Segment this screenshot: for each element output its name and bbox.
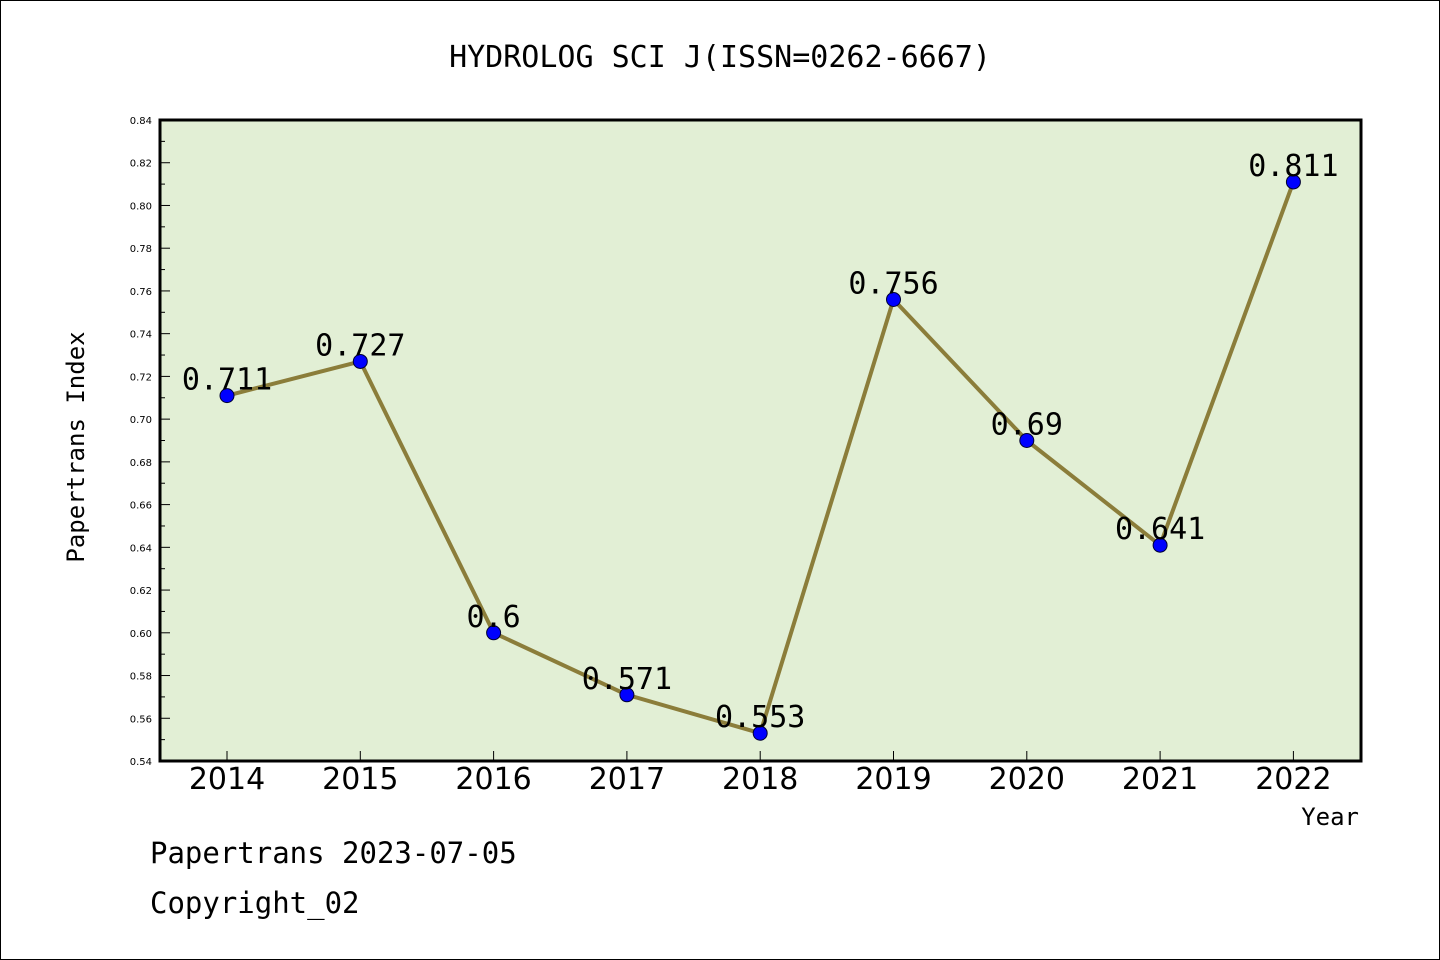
data-point	[1019, 433, 1035, 448]
x-tick-label: 2015	[322, 762, 398, 797]
data-label: 0.6	[467, 600, 521, 635]
y-tick-label: 0.58	[130, 672, 152, 683]
y-tick-label: 0.72	[130, 372, 152, 383]
data-label: 0.756	[848, 266, 938, 301]
x-axis-label: Year	[1301, 803, 1359, 831]
data-label: 0.711	[182, 363, 272, 398]
y-tick-label: 0.84	[130, 116, 152, 127]
data-label: 0.641	[1115, 512, 1205, 547]
data-label: 0.727	[315, 328, 405, 363]
y-tick-label: 0.56	[130, 714, 152, 725]
y-axis-label: Papertrans Index	[62, 331, 90, 562]
data-point	[1152, 537, 1168, 553]
x-tick-label: 2018	[722, 762, 798, 797]
y-tick-label: 0.74	[130, 330, 152, 341]
x-tick-label: 2016	[455, 762, 531, 797]
y-tick-label: 0.54	[130, 757, 152, 768]
data-label: 0.553	[715, 700, 805, 735]
x-tick-label: 2021	[1122, 762, 1198, 797]
data-labels: 0.711 0.727 0.6 0.571 0.553 0.756 0.69 0.641 0.8…	[182, 149, 1339, 735]
y-tick-label: 0.60	[130, 629, 152, 640]
x-axis: 2014 2015 2016 2017 2018 2019 2020 2021 2022	[189, 751, 1332, 797]
data-label: 0.69	[991, 408, 1063, 443]
chart-title: HYDROLOG SCI J(ISSN=0262-6667)	[449, 40, 991, 75]
data-point	[886, 291, 901, 307]
y-tick-label: 0.70	[130, 415, 152, 426]
data-point	[752, 725, 768, 741]
data-point	[219, 388, 235, 404]
footer-date: Papertrans 2023-07-05	[150, 836, 517, 870]
data-point	[1285, 174, 1301, 190]
footer-copyright: Copyright_02	[150, 886, 360, 920]
plot-area	[158, 118, 1363, 763]
y-tick-label: 0.62	[130, 586, 152, 597]
data-point	[486, 625, 502, 641]
data-label: 0.571	[582, 662, 672, 697]
series-line	[219, 174, 1301, 741]
y-tick-label: 0.68	[130, 458, 152, 469]
x-tick-label: 2017	[589, 762, 665, 797]
y-tick-label: 0.80	[130, 201, 152, 212]
y-tick-label: 0.78	[130, 244, 152, 255]
x-tick-label: 2022	[1255, 762, 1331, 797]
data-label: 0.811	[1248, 149, 1338, 184]
data-point	[352, 353, 368, 369]
y-tick-label: 0.66	[130, 501, 152, 512]
y-tick-label: 0.64	[130, 543, 152, 554]
x-tick-label: 2020	[989, 762, 1065, 797]
x-tick-label: 2019	[855, 762, 931, 797]
y-tick-label: 0.76	[130, 287, 152, 298]
y-tick-label: 0.82	[130, 159, 152, 170]
data-point	[619, 687, 635, 703]
x-tick-label: 2014	[189, 762, 265, 797]
y-axis: 0.54 0.56 0.58 0.60 0.62 0.64 0.66 0.68 0.70 0.72…	[130, 116, 170, 768]
